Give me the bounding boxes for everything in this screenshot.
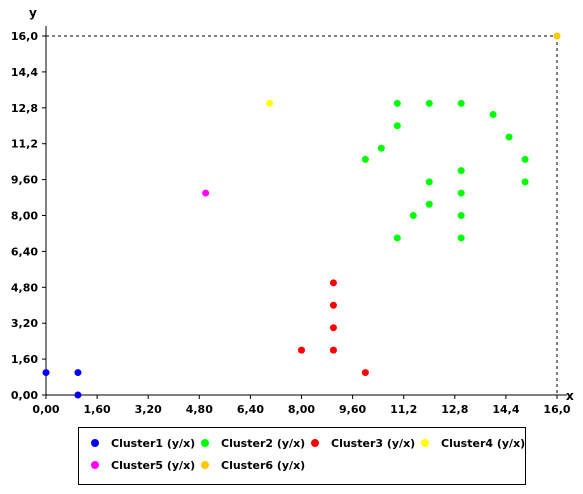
- x-tick-label: 16,0: [543, 403, 570, 416]
- x-tick-label: 0,00: [32, 403, 59, 416]
- cluster2-point: [489, 111, 497, 119]
- cluster2-point: [457, 167, 465, 175]
- y-tick-label: 8,00: [11, 210, 38, 223]
- cluster2-point: [457, 212, 465, 219]
- legend-marker: [91, 461, 99, 469]
- y-tick-label: 0,00: [11, 389, 38, 402]
- legend-marker: [201, 461, 209, 469]
- y-tick-label: 3,20: [11, 317, 38, 330]
- legend-item-cluster4: Cluster4 (y/x): [421, 435, 525, 451]
- cluster2-point: [425, 200, 433, 208]
- y-axis-label: y: [29, 6, 37, 20]
- legend-marker: [201, 439, 209, 447]
- cluster2-point: [521, 155, 529, 163]
- cluster3-point: [329, 324, 337, 332]
- y-tick-label: 11,2: [11, 138, 38, 151]
- legend-marker: [421, 439, 429, 447]
- cluster3-point: [329, 279, 337, 287]
- legend-item-cluster5: Cluster5 (y/x): [91, 457, 195, 473]
- legend-label: Cluster1 (y/x): [111, 436, 196, 450]
- x-tick-label: 3,20: [135, 403, 162, 416]
- cluster1-point: [74, 369, 82, 377]
- cluster2-point: [393, 122, 401, 130]
- y-tick-label: 1,60: [11, 353, 38, 366]
- cluster1-point: [42, 369, 50, 377]
- x-tick-label: 1,60: [84, 403, 111, 416]
- scatter-chart: 0,00 1,60 3,20 4,80 6,40 8,00 9,60 11,2 12,8 14,4…: [11, 6, 574, 416]
- cluster2-point: [393, 234, 401, 242]
- cluster2-point: [425, 178, 433, 186]
- x-axis-label: x: [566, 389, 574, 403]
- legend-item-cluster3: Cluster3 (y/x): [311, 435, 415, 451]
- y-tick-label: 4,80: [11, 281, 38, 294]
- legend: Cluster1 (y/x) Cluster2 (y/x) Cluster3 (y/…: [78, 427, 526, 485]
- cluster3-point: [298, 346, 305, 354]
- legend-item-cluster2: Cluster2 (y/x): [201, 435, 305, 451]
- x-tick-label: 4,80: [186, 403, 213, 416]
- cluster2-point: [393, 99, 401, 107]
- cluster2-point: [457, 234, 465, 242]
- x-tick-label: 11,2: [390, 403, 417, 416]
- x-tick-label: 6,40: [237, 403, 264, 416]
- x-tick-label: 9,60: [339, 403, 366, 416]
- legend-label: Cluster6 (y/x): [221, 458, 306, 472]
- legend-marker: [311, 439, 319, 447]
- cluster3-point: [361, 369, 369, 377]
- legend-label: Cluster5 (y/x): [111, 458, 196, 472]
- y-tick-label: 14,4: [11, 66, 38, 79]
- cluster6-point: [553, 32, 561, 40]
- y-tick-label: 12,8: [11, 102, 38, 115]
- y-tick-label: 16,0: [11, 30, 38, 43]
- cluster5-point: [202, 189, 210, 197]
- x-tick-label: 8,00: [288, 403, 315, 416]
- cluster2-point: [409, 212, 417, 219]
- cluster2-point: [425, 99, 433, 107]
- cluster2-point: [361, 155, 369, 163]
- cluster4-point: [266, 99, 274, 107]
- cluster3-point: [329, 301, 337, 309]
- cluster2-point: [377, 144, 385, 152]
- legend-label: Cluster3 (y/x): [331, 436, 416, 450]
- cluster2-point: [505, 133, 513, 141]
- legend-item-cluster1: Cluster1 (y/x): [91, 435, 195, 451]
- cluster2-point: [457, 189, 465, 197]
- y-tick-label: 9,60: [11, 174, 38, 187]
- cluster1-point: [74, 391, 82, 399]
- y-tick-label: 6,40: [11, 245, 38, 258]
- x-tick-label: 12,8: [441, 403, 468, 416]
- legend-item-cluster6: Cluster6 (y/x): [201, 457, 305, 473]
- cluster2-point: [457, 99, 465, 107]
- cluster3-point: [329, 346, 337, 354]
- x-tick-label: 14,4: [492, 403, 519, 416]
- legend-marker: [91, 439, 99, 447]
- cluster2-point: [521, 178, 529, 186]
- legend-label: Cluster4 (y/x): [441, 436, 526, 450]
- legend-label: Cluster2 (y/x): [221, 436, 306, 450]
